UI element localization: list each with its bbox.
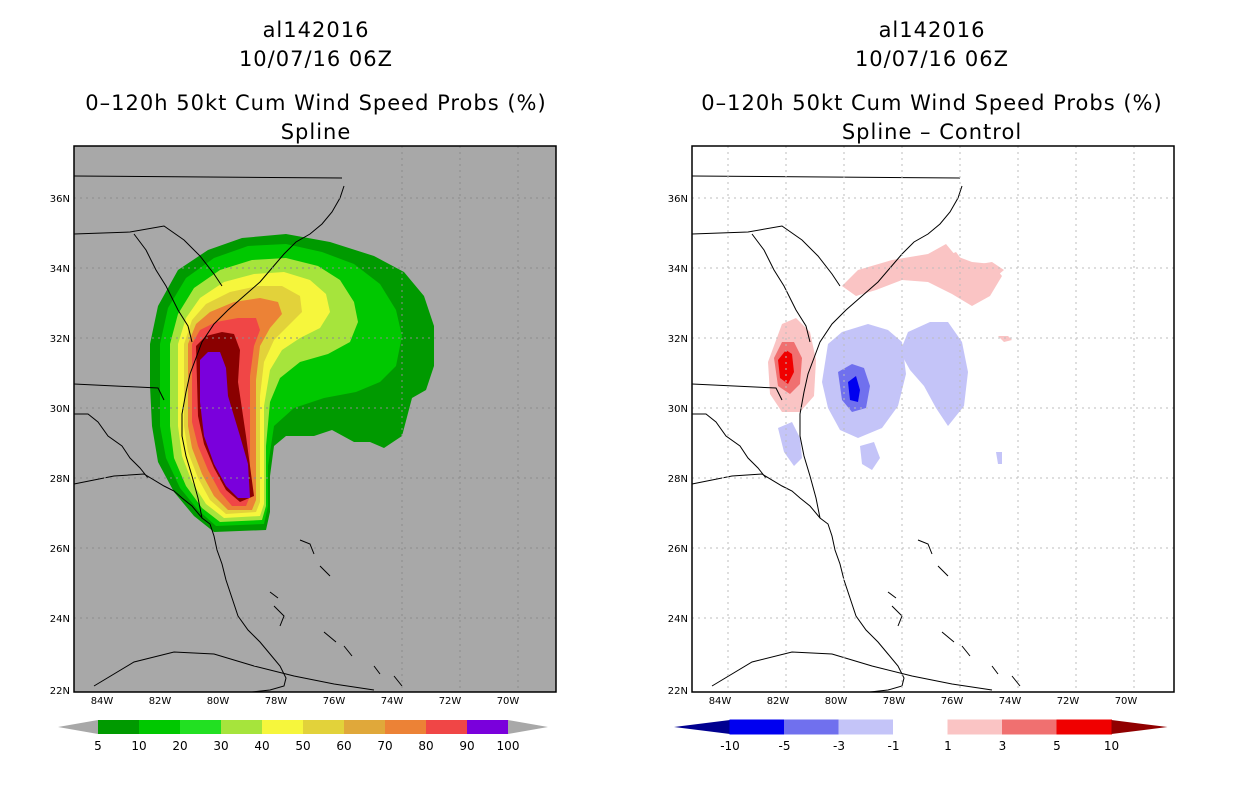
- right-storm-id: al142016: [878, 18, 986, 42]
- lat-label: 22N: [50, 686, 70, 697]
- colorbar-high-arrow: [1111, 720, 1168, 734]
- lat-label: 24N: [50, 614, 70, 625]
- right-datetime: 10/07/16 06Z: [854, 47, 1010, 71]
- colorbar-label: 1: [944, 739, 952, 753]
- colorbar-swatch: [385, 720, 426, 734]
- colorbar-label: 5: [1053, 739, 1061, 753]
- lon-label: 74W: [999, 696, 1022, 707]
- colorbar-swatch: [838, 719, 894, 735]
- left-colorbar: 5 10 20 30 40 50 60 70 80 90 100: [58, 720, 548, 753]
- lon-label: 82W: [767, 696, 790, 707]
- lat-label: 34N: [668, 264, 688, 275]
- colorbar-label: 70: [377, 739, 392, 753]
- lat-label: 30N: [50, 404, 70, 415]
- lat-label: 26N: [668, 544, 688, 555]
- lon-label: 74W: [381, 696, 404, 707]
- lat-label: 36N: [50, 194, 70, 205]
- left-product-title: 0–120h 50kt Cum Wind Speed Probs (%): [85, 91, 547, 115]
- colorbar-label: 50: [295, 739, 310, 753]
- left-gridlines: [74, 146, 556, 692]
- colorbar-swatch: [947, 719, 1003, 735]
- colorbar-label: 3: [999, 739, 1007, 753]
- left-lat-labels: 36N 34N 32N 30N 28N 26N 24N 22N: [50, 194, 70, 697]
- lon-label: 72W: [1057, 696, 1080, 707]
- colorbar-swatch: [98, 720, 139, 734]
- colorbar-label: 60: [336, 739, 351, 753]
- lon-label: 70W: [1115, 696, 1138, 707]
- colorbar-label: 30: [213, 739, 228, 753]
- colorbar-swatch: [426, 720, 467, 734]
- lon-label: 76W: [323, 696, 346, 707]
- left-lon-labels: 84W 82W 80W 78W 76W 74W 72W 70W: [91, 696, 520, 707]
- colorbar-label: 10: [131, 739, 146, 753]
- colorbar-label: 10: [1104, 739, 1119, 753]
- lat-label: 28N: [50, 474, 70, 485]
- right-lat-labels: 36N 34N 32N 30N 28N 26N 24N 22N: [668, 194, 688, 697]
- lat-label: 24N: [668, 614, 688, 625]
- left-datetime: 10/07/16 06Z: [238, 47, 394, 71]
- right-map-background: [692, 146, 1174, 692]
- colorbar-label: 5: [94, 739, 102, 753]
- left-subtitle: Spline: [280, 120, 352, 144]
- right-gridlines: [692, 146, 1174, 692]
- colorbar-label: 80: [418, 739, 433, 753]
- lat-label: 32N: [50, 334, 70, 345]
- lon-label: 70W: [497, 696, 520, 707]
- colorbar-swatch: [1056, 719, 1112, 735]
- right-map-panel: [691, 145, 1175, 693]
- colorbar-label: 100: [497, 739, 520, 753]
- lon-label: 78W: [883, 696, 906, 707]
- right-colorbar: -10 -5 -3 -1 1 3 5 10: [674, 719, 1168, 753]
- lon-label: 78W: [265, 696, 288, 707]
- left-map-panel: [73, 145, 557, 693]
- lon-label: 76W: [941, 696, 964, 707]
- colorbar-high-arrow: [508, 720, 548, 734]
- colorbar-label: -1: [888, 739, 900, 753]
- lat-label: 34N: [50, 264, 70, 275]
- colorbar-low-arrow: [58, 720, 98, 734]
- colorbar-swatch: [467, 720, 508, 734]
- lon-label: 84W: [91, 696, 114, 707]
- lon-label: 72W: [439, 696, 462, 707]
- colorbar-label: 90: [459, 739, 474, 753]
- colorbar-label: -10: [720, 739, 740, 753]
- colorbar-label: 40: [254, 739, 269, 753]
- lat-label: 22N: [668, 686, 688, 697]
- colorbar-low-arrow: [674, 720, 730, 734]
- colorbar-swatch: [784, 719, 840, 735]
- right-map-frame: [691, 145, 1175, 693]
- lat-label: 28N: [668, 474, 688, 485]
- right-product-title: 0–120h 50kt Cum Wind Speed Probs (%): [701, 91, 1163, 115]
- colorbar-swatch: [1002, 719, 1058, 735]
- colorbar-swatch: [303, 720, 344, 734]
- colorbar-swatch: [344, 720, 385, 734]
- lon-label: 80W: [207, 696, 230, 707]
- colorbar-label: -3: [833, 739, 845, 753]
- lat-label: 32N: [668, 334, 688, 345]
- left-storm-id: al142016: [262, 18, 370, 42]
- right-lon-labels: 84W 82W 80W 78W 76W 74W 72W 70W: [709, 696, 1138, 707]
- colorbar-label: -5: [779, 739, 791, 753]
- lon-label: 84W: [709, 696, 732, 707]
- lat-label: 36N: [668, 194, 688, 205]
- colorbar-swatch: [262, 720, 303, 734]
- colorbar-swatch: [729, 719, 785, 735]
- right-difference-contours: [768, 244, 1012, 470]
- lat-label: 30N: [668, 404, 688, 415]
- colorbar-label: 20: [172, 739, 187, 753]
- colorbar-swatch: [893, 719, 949, 735]
- colorbar-swatch: [139, 720, 180, 734]
- left-probability-contours: [150, 234, 434, 532]
- right-subtitle: Spline – Control: [841, 120, 1023, 144]
- colorbar-swatch: [180, 720, 221, 734]
- colorbar-swatch: [221, 720, 262, 734]
- lat-label: 26N: [50, 544, 70, 555]
- lon-label: 80W: [825, 696, 848, 707]
- lon-label: 82W: [149, 696, 172, 707]
- left-map-frame: [73, 145, 557, 693]
